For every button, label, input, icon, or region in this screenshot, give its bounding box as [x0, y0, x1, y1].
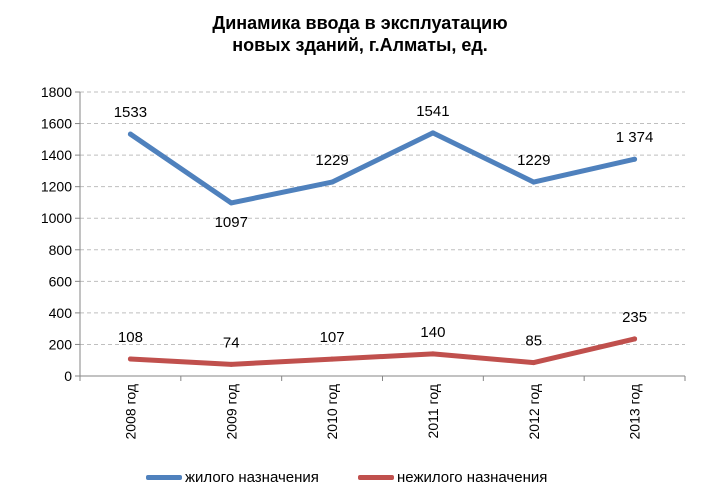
y-tick-label: 0 [64, 368, 72, 384]
chart-title-line-2: новых зданий, г.Алматы, ед. [232, 35, 488, 55]
data-point [228, 200, 234, 206]
data-label: 1541 [416, 103, 449, 120]
legend-item: нежилого назначения [358, 466, 547, 488]
y-tick-label: 1600 [41, 116, 72, 132]
x-tick-label: 2009 год [223, 384, 239, 439]
data-label: 1 374 [616, 129, 654, 146]
x-tick-label: 2011 год [425, 384, 441, 438]
x-tick-label: 2010 год [324, 384, 340, 439]
data-point [632, 156, 638, 162]
axes [79, 92, 685, 377]
data-point [430, 351, 436, 357]
data-label: 235 [622, 309, 647, 326]
y-tick-label: 1800 [41, 84, 72, 100]
x-tick-label: 2013 год [627, 384, 643, 439]
data-label: 1097 [215, 214, 248, 231]
data-point [127, 131, 133, 137]
legend-item: жилого назначения [146, 466, 319, 488]
legend-label: нежилого назначения [397, 468, 548, 486]
data-point [531, 360, 537, 366]
data-label: 1229 [517, 152, 550, 169]
data-label: 140 [420, 324, 445, 341]
data-labels: 1533 1097 1229 1541 1229 1 374 108 74 107 140 85 23… [114, 103, 654, 351]
y-tick-label: 600 [49, 273, 73, 289]
series-line-2 [127, 336, 638, 367]
y-tick-label: 1200 [41, 179, 72, 195]
data-point [632, 336, 638, 342]
y-tick-label: 200 [49, 336, 73, 352]
data-label: 1533 [114, 104, 147, 121]
data-point [430, 130, 436, 136]
gridlines [80, 91, 685, 345]
x-tick-label: 2012 год [526, 384, 542, 439]
legend-label: жилого назначения [185, 468, 319, 486]
x-axis-ticks: 2008 год 2009 год 2010 год 2011 год 2012 год… [79, 376, 686, 439]
data-point [329, 179, 335, 185]
series-line-1 [127, 130, 638, 206]
data-label: 85 [525, 333, 542, 350]
data-point [531, 179, 537, 185]
y-tick-label: 800 [49, 242, 73, 258]
data-label: 108 [118, 329, 143, 346]
chart-title: Динамика ввода в эксплуатацию новых здан… [0, 12, 720, 56]
legend: жилого назначения нежилого назначения [0, 466, 720, 488]
data-point [127, 356, 133, 362]
series-group [127, 130, 638, 367]
data-point [329, 356, 335, 362]
data-label: 1229 [315, 152, 348, 169]
y-tick-label: 400 [49, 305, 73, 321]
legend-swatch [358, 474, 394, 480]
y-tick-label: 1400 [41, 147, 72, 163]
data-label: 107 [320, 329, 345, 346]
y-tick-label: 1000 [41, 210, 72, 226]
y-axis-ticks: 0 200 400 600 800 1000 1200 1400 1600 1800 [41, 84, 80, 384]
x-tick-label: 2008 год [122, 384, 138, 439]
chart-title-line-1: Динамика ввода в эксплуатацию [212, 13, 508, 33]
legend-swatch [146, 474, 182, 480]
data-point [228, 361, 234, 367]
data-label: 74 [223, 334, 240, 351]
